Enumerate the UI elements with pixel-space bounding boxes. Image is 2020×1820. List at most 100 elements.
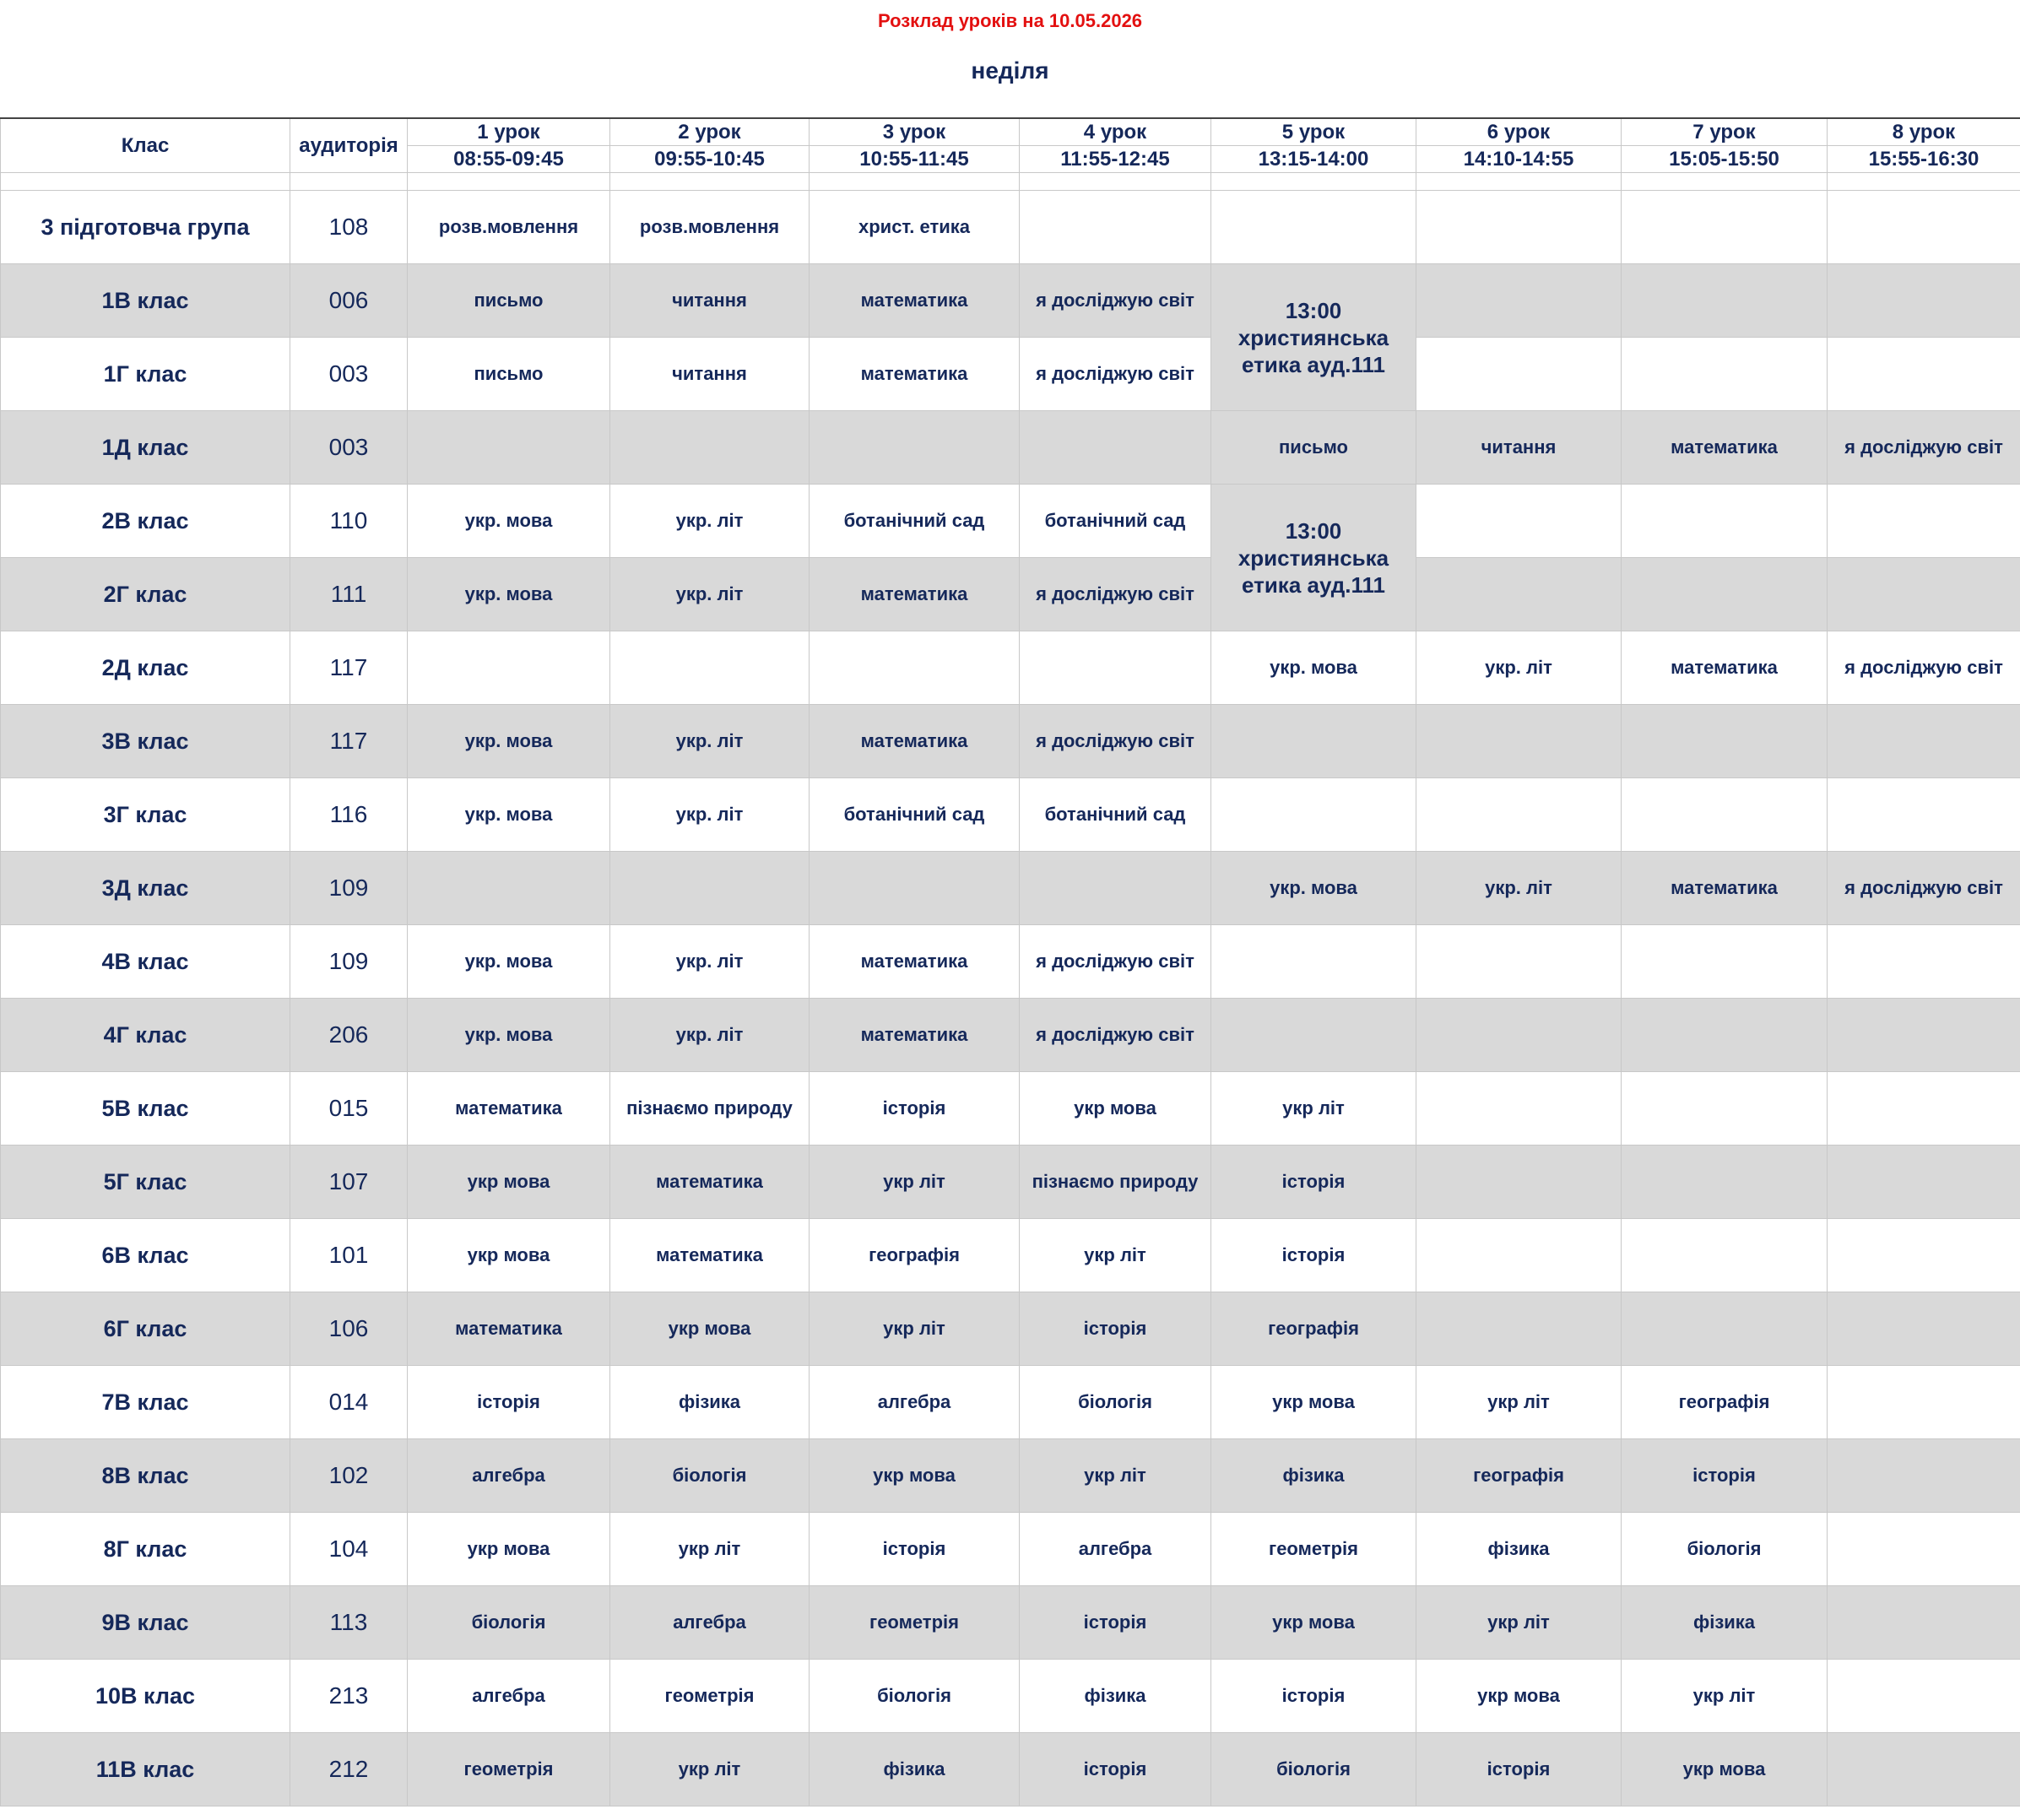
empty-cell bbox=[1827, 263, 2020, 338]
room: 014 bbox=[290, 1365, 408, 1439]
class-name: 10В клас bbox=[0, 1659, 290, 1733]
lesson: укр літ bbox=[609, 1732, 810, 1806]
lesson: біологія bbox=[1210, 1732, 1416, 1806]
lesson: укр мова bbox=[407, 1512, 610, 1586]
empty-cell bbox=[1019, 631, 1211, 705]
lesson: укр мова bbox=[1416, 1659, 1622, 1733]
lesson: географія bbox=[1416, 1438, 1622, 1513]
lesson: математика bbox=[809, 337, 1020, 411]
empty-cell bbox=[407, 631, 610, 705]
lesson: пізнаємо природу bbox=[609, 1071, 810, 1146]
lesson: укр. мова bbox=[407, 998, 610, 1072]
spacer-cell bbox=[1621, 172, 1828, 191]
lesson: алгебра bbox=[407, 1659, 610, 1733]
room: 104 bbox=[290, 1512, 408, 1586]
empty-cell bbox=[1827, 1659, 2020, 1733]
lesson: геометрія bbox=[609, 1659, 810, 1733]
lesson: укр. літ bbox=[609, 557, 810, 631]
empty-cell bbox=[1621, 190, 1828, 264]
room: 109 bbox=[290, 924, 408, 999]
lesson: пізнаємо природу bbox=[1019, 1145, 1211, 1219]
class-name: 1Г клас bbox=[0, 337, 290, 411]
spacer-cell bbox=[1210, 172, 1416, 191]
lesson-time: 08:55-09:45 bbox=[407, 145, 610, 173]
room: 108 bbox=[290, 190, 408, 264]
lesson: математика bbox=[809, 998, 1020, 1072]
class-name: 3В клас bbox=[0, 704, 290, 778]
class-row: 2Д клас 117 укр. мова укр. літ математика я д… bbox=[0, 631, 2020, 705]
lesson: біологія bbox=[809, 1659, 1020, 1733]
lesson: геометрія bbox=[407, 1732, 610, 1806]
spacer-cell bbox=[609, 172, 810, 191]
empty-cell bbox=[1827, 704, 2020, 778]
lesson: укр мова bbox=[1019, 1071, 1211, 1146]
lesson: я досліджую світ bbox=[1827, 410, 2020, 485]
lesson: математика bbox=[1621, 631, 1828, 705]
room: 117 bbox=[290, 704, 408, 778]
lesson: розв.мовлення bbox=[407, 190, 610, 264]
day: неділя bbox=[971, 57, 1049, 84]
empty-cell bbox=[1621, 484, 1828, 558]
lesson: геометрія bbox=[1210, 1512, 1416, 1586]
lesson: укр. мова bbox=[1210, 851, 1416, 925]
class-name: 2В клас bbox=[0, 484, 290, 558]
lesson: математика bbox=[809, 704, 1020, 778]
lesson-header: 2 урок bbox=[609, 117, 810, 146]
lesson: укр літ bbox=[1621, 1659, 1828, 1733]
merged-lesson: 13:00 християнська етика ауд.111 bbox=[1210, 484, 1416, 631]
lesson: історія bbox=[1210, 1218, 1416, 1292]
lesson-header: 1 урок bbox=[407, 117, 610, 146]
lesson-time: 15:05-15:50 bbox=[1621, 145, 1828, 173]
lesson: укр. мова bbox=[407, 777, 610, 852]
lesson: біологія bbox=[1621, 1512, 1828, 1586]
empty-cell bbox=[1621, 704, 1828, 778]
lesson: я досліджую світ bbox=[1019, 557, 1211, 631]
class-row: 1Г клас 003 письмо читання математика я дослі… bbox=[0, 337, 2020, 411]
lesson-header: 3 урок bbox=[809, 117, 1020, 146]
empty-cell bbox=[1827, 1365, 2020, 1439]
column-header: аудиторія bbox=[290, 117, 408, 173]
empty-cell bbox=[1827, 1292, 2020, 1366]
lesson: географія bbox=[1210, 1292, 1416, 1366]
class-name: 7В клас bbox=[0, 1365, 290, 1439]
empty-cell bbox=[1827, 190, 2020, 264]
empty-cell bbox=[809, 851, 1020, 925]
class-row: 5Г клас 107 укр мова математика укр літ пізна… bbox=[0, 1145, 2020, 1219]
class-row: 1Д клас 003 письмо читання математика я дослі… bbox=[0, 410, 2020, 485]
room: 101 bbox=[290, 1218, 408, 1292]
lesson: читання bbox=[609, 337, 810, 411]
empty-cell bbox=[1416, 924, 1622, 999]
lesson-header: 6 урок bbox=[1416, 117, 1622, 146]
empty-cell bbox=[1621, 1218, 1828, 1292]
class-row: 7В клас 014 історія фізика алгебра біологія ук… bbox=[0, 1365, 2020, 1439]
lesson: алгебра bbox=[609, 1585, 810, 1660]
lesson: укр. літ bbox=[609, 484, 810, 558]
lesson-time: 14:10-14:55 bbox=[1416, 145, 1622, 173]
lesson: укр мова bbox=[407, 1145, 610, 1219]
empty-cell bbox=[1416, 263, 1622, 338]
empty-cell bbox=[1827, 777, 2020, 852]
empty-cell bbox=[1019, 410, 1211, 485]
lesson-time: 10:55-11:45 bbox=[809, 145, 1020, 173]
class-name: 11В клас bbox=[0, 1732, 290, 1806]
lesson: читання bbox=[609, 263, 810, 338]
spacer-cell bbox=[1019, 172, 1211, 191]
merged-lesson: 13:00 християнська етика ауд.111 bbox=[1210, 263, 1416, 411]
lesson: укр. літ bbox=[1416, 851, 1622, 925]
empty-cell bbox=[1416, 1145, 1622, 1219]
lesson: біологія bbox=[1019, 1365, 1211, 1439]
lesson: я досліджую світ bbox=[1019, 263, 1211, 338]
lesson: ботанічний сад bbox=[809, 484, 1020, 558]
class-row: 9В клас 113 біологія алгебра геометрія історі… bbox=[0, 1585, 2020, 1660]
lesson: біологія bbox=[609, 1438, 810, 1513]
class-row: 3Д клас 109 укр. мова укр. літ математика я д… bbox=[0, 851, 2020, 925]
empty-cell bbox=[809, 410, 1020, 485]
empty-cell bbox=[1621, 557, 1828, 631]
empty-cell bbox=[1416, 998, 1622, 1072]
lesson: укр мова bbox=[407, 1218, 610, 1292]
empty-cell bbox=[1827, 1585, 2020, 1660]
lesson: алгебра bbox=[1019, 1512, 1211, 1586]
lesson: історія bbox=[809, 1512, 1020, 1586]
class-row: 2В клас 110 укр. мова укр. літ ботанічний са… bbox=[0, 484, 2020, 631]
class-row: 3 підготовча група 108 розв.мовлення розв.м… bbox=[0, 190, 2020, 264]
